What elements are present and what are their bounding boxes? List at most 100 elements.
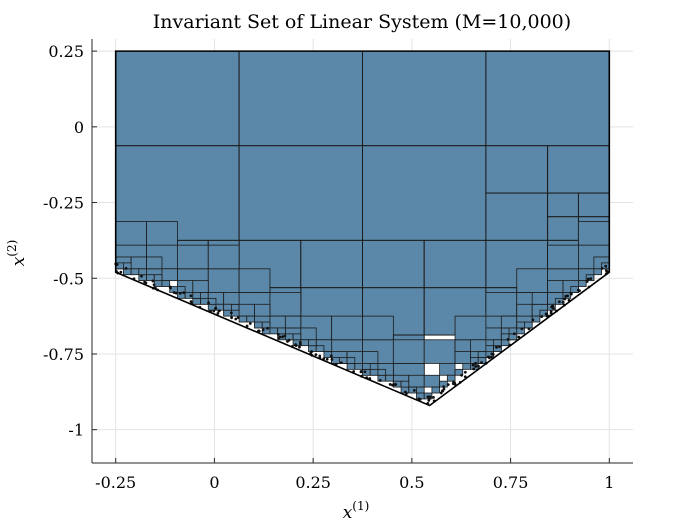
fine-box — [269, 315, 286, 329]
cover-box — [300, 239, 364, 289]
y-tick-label: -1 — [68, 421, 84, 440]
set-boundary-outline — [114, 50, 611, 407]
boundary-point — [418, 397, 422, 401]
boundary-point — [216, 312, 220, 315]
fine-box — [130, 268, 140, 276]
fine-box — [254, 321, 263, 329]
x-tick-label: 1 — [604, 473, 614, 492]
boundary-point — [245, 324, 249, 328]
y-axis-label: x(2) — [5, 240, 29, 267]
boundary-point — [498, 345, 501, 349]
boundary-point — [439, 391, 443, 395]
boundary-point — [566, 294, 570, 298]
fine-box — [454, 315, 487, 341]
boundary-point — [474, 361, 477, 365]
boundary-point — [236, 316, 240, 319]
x-tick-label: 0.5 — [399, 473, 424, 492]
boundary-point — [359, 370, 363, 374]
cover-box — [547, 216, 579, 241]
fine-box — [578, 280, 587, 287]
fine-box — [454, 351, 471, 364]
boundary-point — [298, 341, 302, 344]
boundary-point — [569, 292, 573, 296]
boundary-point — [330, 358, 334, 361]
cover-box — [485, 145, 549, 194]
boundary-point — [472, 367, 476, 371]
boundary-point — [412, 388, 416, 392]
fine-box — [416, 386, 425, 394]
fine-box — [300, 327, 317, 341]
fine-box — [192, 292, 201, 299]
boundary-point — [446, 383, 450, 387]
fine-box — [516, 321, 525, 329]
fine-box — [377, 368, 387, 376]
x-axis-label-superscript: (1) — [352, 499, 369, 513]
boundary-point — [552, 307, 555, 310]
boundary-point — [218, 309, 221, 313]
fine-box — [477, 351, 487, 358]
boundary-point — [182, 291, 186, 295]
cover-box — [362, 145, 487, 241]
boundary-point — [281, 335, 284, 339]
fine-box — [485, 345, 495, 353]
fine-box — [284, 315, 302, 329]
fine-box — [516, 268, 549, 293]
x-axis-label: x(1) — [343, 499, 370, 523]
fine-box — [485, 327, 502, 341]
fine-box — [207, 268, 240, 293]
boundary-point — [214, 307, 217, 310]
fine-box — [277, 327, 286, 335]
fine-box — [207, 297, 217, 305]
fine-box — [269, 327, 279, 335]
fine-box — [161, 268, 178, 282]
boundary-point — [286, 340, 289, 343]
boundary-point — [506, 337, 510, 341]
boundary-point — [512, 332, 516, 336]
boundary-point — [277, 336, 281, 340]
fine-box — [470, 339, 487, 353]
boundary-point — [329, 354, 333, 358]
boundary-point — [585, 280, 589, 283]
fine-box — [547, 244, 579, 270]
boundary-point — [298, 345, 301, 349]
boundary-point — [474, 365, 478, 368]
fine-box — [192, 297, 201, 305]
boundary-point — [453, 381, 457, 385]
boundary-point — [314, 353, 318, 357]
boundary-point — [589, 277, 593, 281]
fine-box — [454, 368, 464, 376]
boundary-point — [477, 364, 480, 368]
x-tick-label: 0 — [209, 473, 219, 492]
fine-box — [346, 357, 356, 364]
fine-box — [539, 309, 549, 317]
fine-box — [593, 268, 602, 276]
cover-box — [362, 239, 425, 289]
boundary-point — [563, 297, 567, 301]
boundary-point — [363, 370, 367, 374]
fine-box — [369, 368, 379, 376]
boundary-point — [119, 270, 123, 274]
fine-box — [578, 221, 610, 246]
boundary-point — [152, 283, 156, 287]
fine-box — [362, 363, 371, 370]
fine-box — [385, 374, 394, 382]
boundary-point — [557, 300, 561, 304]
boundary-point — [480, 361, 483, 364]
boundary-point — [230, 316, 233, 320]
boundary-point — [174, 291, 178, 295]
boundary-point — [604, 264, 608, 268]
boundary-point — [124, 267, 128, 270]
cover-box — [238, 145, 363, 241]
boundary-point — [549, 310, 553, 314]
boundary-point — [229, 311, 233, 315]
fine-box — [223, 292, 240, 305]
boundary-point — [168, 285, 172, 289]
fine-box — [292, 333, 302, 341]
fine-box — [238, 268, 271, 293]
boundary-point — [394, 383, 398, 386]
fine-box — [531, 292, 549, 305]
fine-box — [485, 292, 518, 317]
fine-box — [362, 368, 371, 376]
